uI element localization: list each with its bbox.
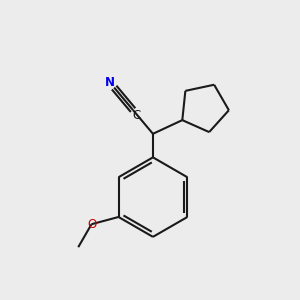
Text: N: N [105,76,115,89]
Text: C: C [133,109,141,122]
Text: O: O [87,218,96,231]
